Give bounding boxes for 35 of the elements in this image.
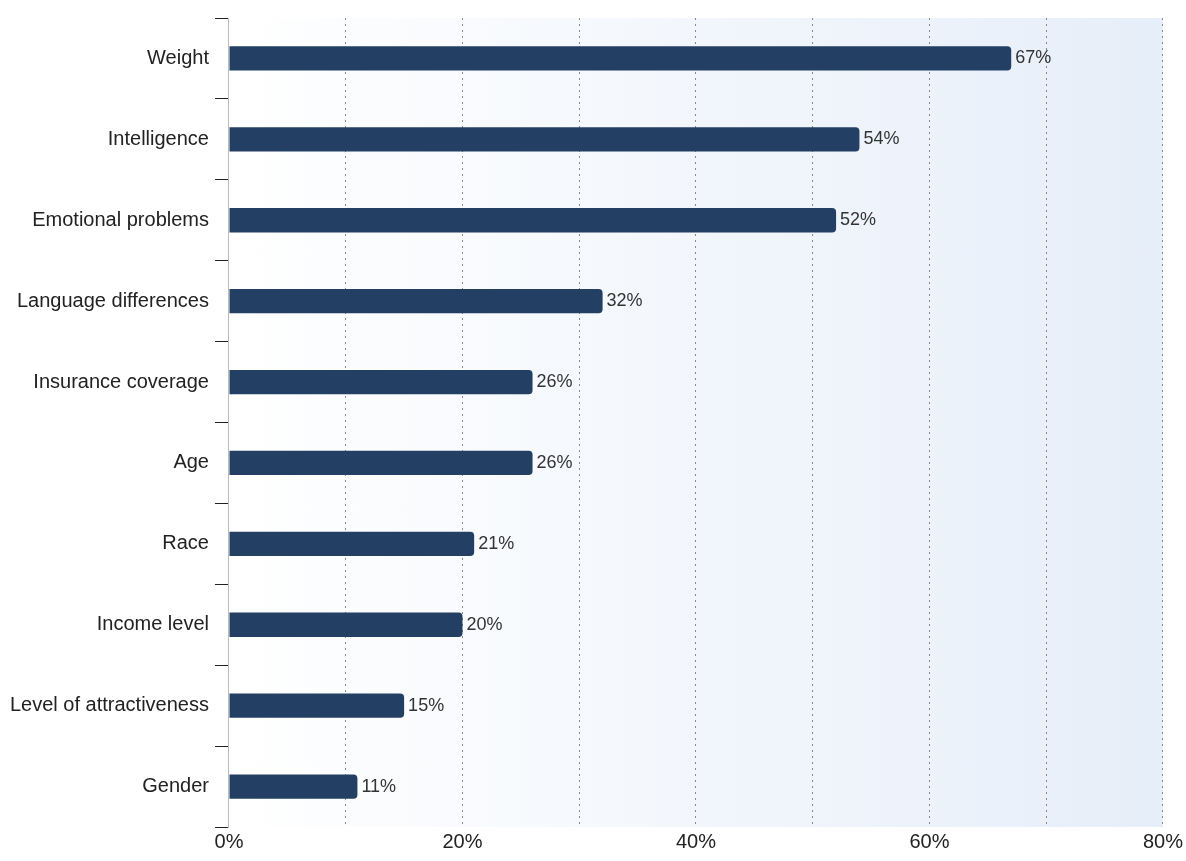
data-label: 26% (536, 451, 573, 472)
y-tick-label: Emotional problems (32, 207, 209, 230)
x-tick-label: 20% (442, 829, 483, 852)
bar (229, 612, 463, 637)
x-tick-label: 80% (1142, 829, 1184, 852)
y-tick-label: Gender (142, 774, 210, 797)
data-label: 20% (466, 613, 503, 634)
data-label: 67% (1015, 47, 1052, 68)
data-label: 11% (361, 775, 397, 796)
y-tick-label: Intelligence (107, 126, 209, 149)
y-tick-label: Race (162, 531, 209, 554)
x-tick-label: 60% (909, 829, 950, 852)
y-tick-label: Language differences (16, 288, 209, 311)
data-label: 32% (606, 290, 643, 311)
data-label: 26% (536, 371, 573, 392)
data-label: 21% (478, 532, 515, 553)
data-label: 52% (840, 209, 877, 230)
bar (229, 369, 533, 395)
bar (229, 127, 860, 152)
y-tick-label: Weight (147, 45, 210, 68)
bar (229, 208, 837, 233)
bar (229, 450, 533, 476)
bar (229, 289, 603, 314)
x-tick-label: 40% (675, 829, 717, 852)
bar (229, 693, 405, 718)
bar (229, 774, 358, 799)
x-tick-label: 0% (214, 829, 244, 852)
y-tick-label: Insurance coverage (33, 369, 209, 392)
y-tick-label: Income level (96, 612, 209, 635)
data-label: 54% (863, 128, 900, 149)
bar (229, 46, 1012, 71)
y-tick-label: Age (173, 450, 209, 473)
bar (229, 531, 475, 556)
data-label: 15% (408, 694, 445, 715)
y-tick-label: Level of attractiveness (9, 693, 209, 716)
